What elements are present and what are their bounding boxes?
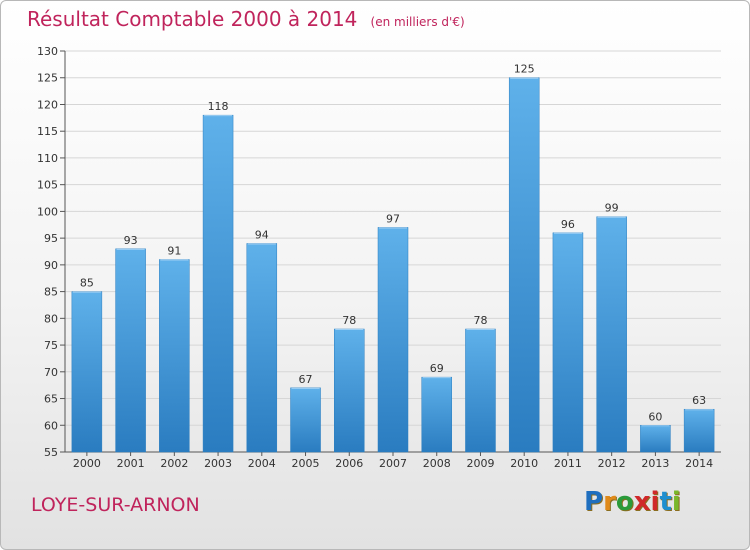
bars — [71, 77, 715, 453]
value-label-2011: 96 — [561, 218, 575, 231]
value-label-2004: 94 — [255, 228, 269, 241]
x-tick-label-2010: 2010 — [510, 457, 538, 470]
bar-2006 — [334, 328, 365, 453]
value-label-2010: 125 — [514, 63, 535, 76]
y-tick-label: 125 — [37, 72, 58, 85]
y-tick-label: 65 — [44, 393, 58, 406]
y-tick-label: 95 — [44, 232, 58, 245]
y-tick-label: 55 — [44, 446, 58, 459]
bar-2004 — [246, 243, 278, 453]
bar-2013 — [640, 425, 671, 453]
logo-letter: r — [603, 487, 616, 517]
y-tick-label: 70 — [44, 366, 58, 379]
x-tick-label-2014: 2014 — [685, 457, 713, 470]
x-tick-label-2004: 2004 — [248, 457, 276, 470]
x-tick-label-2011: 2011 — [554, 457, 582, 470]
bar-2005 — [290, 387, 321, 453]
value-label-2000: 85 — [80, 277, 94, 290]
y-tick-label: 75 — [44, 339, 58, 352]
value-label-2013: 60 — [648, 410, 662, 423]
x-tick-label-2002: 2002 — [160, 457, 188, 470]
value-label-2014: 63 — [692, 394, 706, 407]
x-tick-label-2012: 2012 — [598, 457, 626, 470]
logo-letter: i — [671, 487, 681, 517]
bar-2000 — [71, 291, 103, 453]
value-label-2007: 97 — [386, 212, 400, 225]
logo-letter: x — [633, 487, 651, 517]
value-label-2009: 78 — [473, 314, 487, 327]
y-tick-label: 100 — [37, 205, 58, 218]
y-tick-label: 90 — [44, 259, 58, 272]
bar-2007 — [377, 227, 409, 453]
chart-title: Résultat Comptable 2000 à 2014 — [27, 7, 358, 31]
logo-letter: P — [584, 487, 604, 517]
logo-letter: i — [650, 487, 660, 517]
bar-2010 — [508, 77, 540, 453]
y-tick-label: 60 — [44, 419, 58, 432]
logo-letter: t — [659, 487, 672, 517]
bar-2011 — [552, 232, 584, 453]
y-tick-label: 80 — [44, 312, 58, 325]
x-tick-label-2013: 2013 — [641, 457, 669, 470]
bar-2009 — [465, 328, 496, 453]
value-labels: 85 93 91 118 94 67 78 97 69 78 125 96 99 60 63 — [80, 63, 706, 424]
proxiti-logo: Proxiti — [584, 487, 681, 517]
x-tick-label-2005: 2005 — [292, 457, 320, 470]
bar-2002 — [159, 259, 190, 453]
bar-2008 — [421, 376, 452, 453]
y-tick-label: 110 — [37, 152, 58, 165]
value-label-2006: 78 — [342, 314, 356, 327]
bar-2012 — [596, 216, 627, 453]
y-tick-label: 85 — [44, 286, 58, 299]
bar-2014 — [683, 408, 715, 453]
chart-subtitle: (en milliers d'€) — [370, 15, 465, 29]
commune-name: LOYE-SUR-ARNON — [31, 494, 200, 516]
x-tick-label-2009: 2009 — [466, 457, 494, 470]
bar-2001 — [115, 248, 146, 453]
value-label-2001: 93 — [124, 234, 138, 247]
value-label-2002: 91 — [167, 245, 181, 258]
x-tick-labels: 2000 2001 2002 2003 2004 2005 2006 2007 2008 2009… — [73, 457, 713, 470]
value-label-2005: 67 — [299, 373, 313, 386]
value-label-2012: 99 — [605, 202, 619, 215]
x-tick-label-2003: 2003 — [204, 457, 232, 470]
x-tick-label-2006: 2006 — [335, 457, 363, 470]
y-tick-label: 115 — [37, 125, 58, 138]
x-tick-label-2000: 2000 — [73, 457, 101, 470]
x-tick-label-2001: 2001 — [117, 457, 145, 470]
y-tick-labels: 55 60 65 70 75 80 85 90 95 100 105 110 115 120 125 130 — [37, 45, 58, 459]
x-tick-label-2008: 2008 — [423, 457, 451, 470]
y-tick-label: 130 — [37, 45, 58, 58]
value-label-2008: 69 — [430, 362, 444, 375]
y-tick-label: 120 — [37, 98, 58, 111]
chart-title-block: Résultat Comptable 2000 à 2014 (en milli… — [27, 7, 465, 31]
y-tick-label: 105 — [37, 179, 58, 192]
value-label-2003: 118 — [208, 100, 229, 113]
logo-letter: o — [615, 487, 634, 517]
bar-2003 — [202, 114, 234, 453]
x-tick-label-2007: 2007 — [379, 457, 407, 470]
